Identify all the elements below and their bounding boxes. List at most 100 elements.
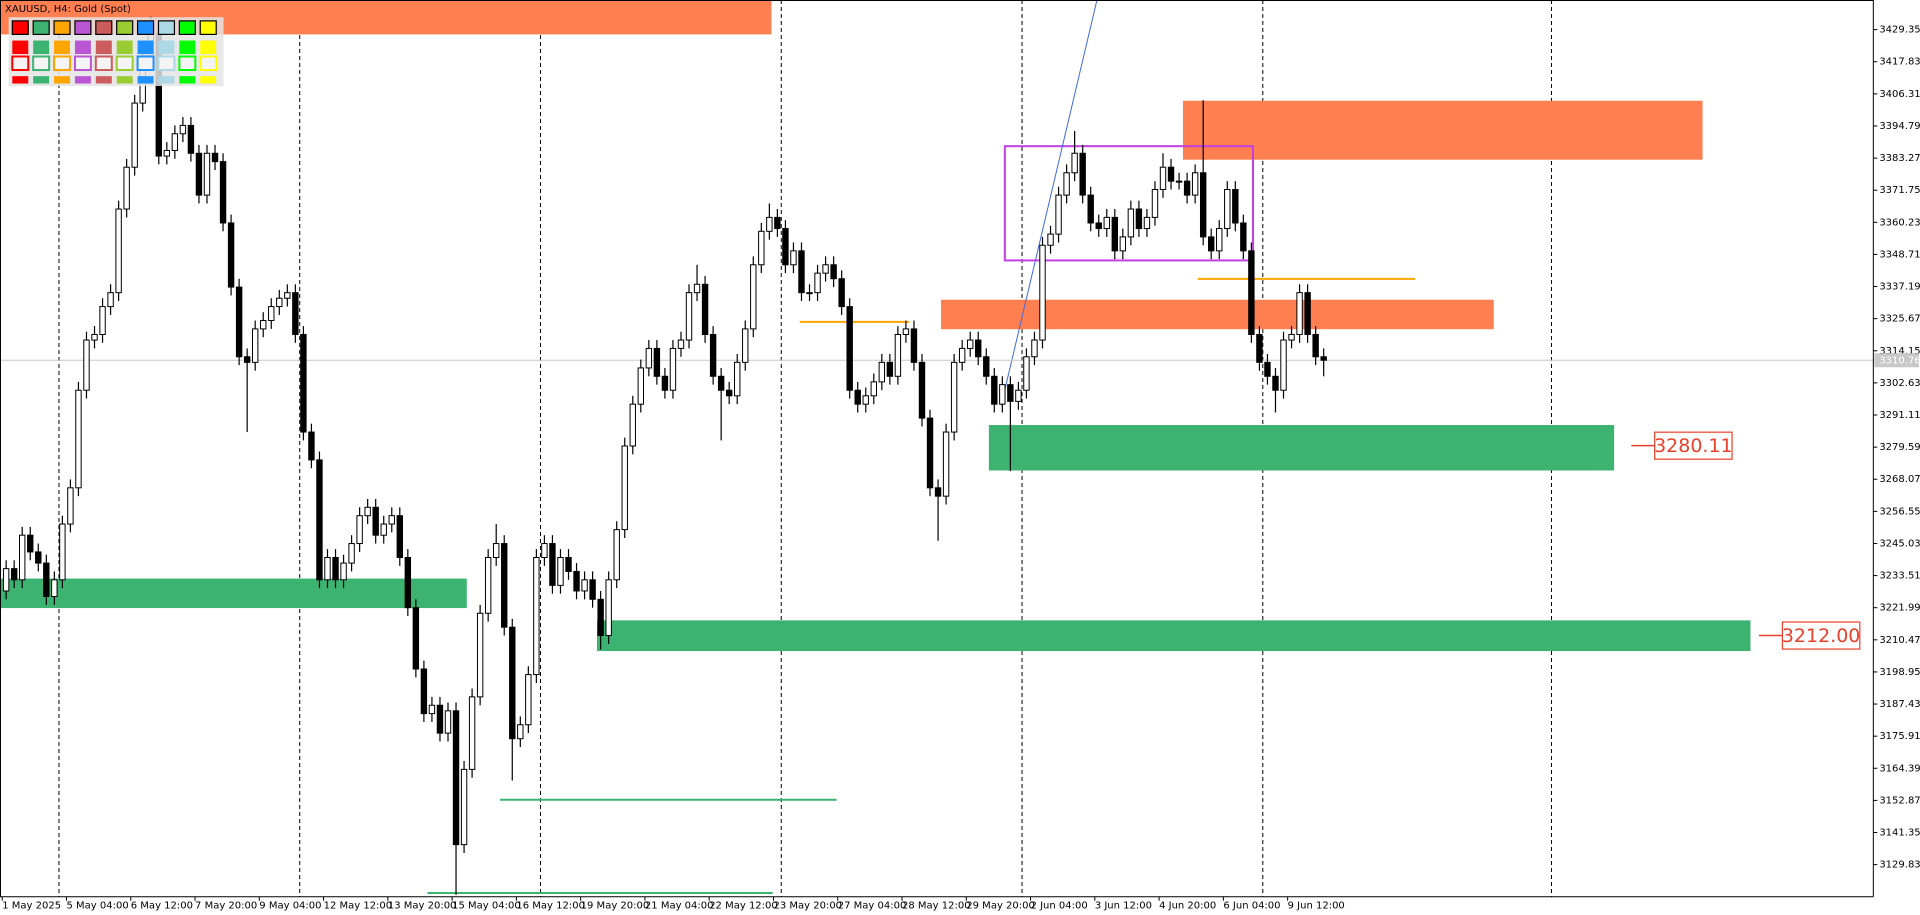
- palette-swatch: [53, 55, 72, 72]
- candle-body: [806, 292, 813, 295]
- palette-swatch: [74, 40, 91, 55]
- candle-body: [1288, 333, 1295, 341]
- y-tick-label: 3337.19: [1879, 282, 1920, 293]
- x-tick-label: 23 May 20:00: [773, 901, 842, 912]
- x-tick-label: 13 May 20:00: [388, 901, 457, 912]
- palette-swatch: [54, 76, 71, 84]
- candle-body: [10, 568, 18, 581]
- y-tick-label: 3245.03: [1879, 538, 1920, 549]
- candle-body: [1248, 250, 1255, 335]
- candle-body: [878, 361, 886, 383]
- candle-body: [436, 704, 444, 734]
- y-tick-label: 3256.55: [1879, 506, 1920, 517]
- trend-line: [1000, 0, 1098, 406]
- candle-body: [991, 375, 998, 405]
- range-box: [1003, 145, 1254, 262]
- candle-body: [709, 333, 717, 377]
- x-tick-label: 12 May 12:00: [324, 901, 393, 912]
- x-tick-label: 15 May 04:00: [452, 901, 521, 912]
- candle-body: [372, 506, 379, 536]
- y-tick-label: 3394.79: [1879, 121, 1920, 132]
- candle-body: [1280, 339, 1287, 391]
- candle-body: [838, 278, 845, 308]
- candle-body: [975, 339, 982, 358]
- candle-body: [227, 222, 235, 288]
- candle-body: [324, 556, 331, 581]
- y-tick-label: 3279.59: [1879, 442, 1920, 453]
- candle-body: [758, 230, 765, 266]
- candle-body: [99, 306, 106, 335]
- x-axis-panel: [0, 896, 1920, 915]
- y-tick-label: 3175.91: [1879, 731, 1920, 742]
- candle-body: [902, 328, 910, 335]
- palette-swatch: [158, 40, 175, 55]
- candle-body: [300, 333, 307, 433]
- palette-swatch: [33, 40, 50, 55]
- candle-body: [1264, 361, 1271, 377]
- candle-body: [886, 361, 894, 377]
- candle-body: [1143, 216, 1151, 230]
- candle-body: [1095, 222, 1102, 230]
- x-tick-label: 19 May 20:00: [581, 901, 650, 912]
- palette-swatch: [115, 55, 134, 72]
- y-tick-label: 3291.11: [1879, 410, 1920, 421]
- chart-title: XAUUSD, H4: Gold (Spot): [5, 4, 131, 15]
- palette-swatch: [136, 55, 155, 72]
- candle-body: [51, 579, 58, 598]
- palette-swatch: [95, 76, 112, 84]
- palette-swatch: [179, 40, 196, 55]
- y-tick-label: 3198.95: [1879, 667, 1920, 678]
- candle-body: [597, 598, 604, 637]
- candle-body: [766, 216, 773, 232]
- candle-body: [115, 208, 122, 294]
- candle-body: [950, 361, 958, 433]
- candle-body: [629, 403, 636, 447]
- x-tick-label: 7 May 20:00: [195, 901, 257, 912]
- candle-body: [364, 506, 371, 517]
- current-price-tag: [1874, 353, 1919, 368]
- candle-body: [2, 568, 10, 592]
- x-tick-label: 9 May 04:00: [259, 901, 321, 912]
- candle-body: [501, 543, 508, 628]
- candle-body: [1304, 292, 1311, 335]
- candle-body: [260, 320, 267, 330]
- candle-body: [1103, 216, 1110, 230]
- y-tick-label: 3141.35: [1879, 828, 1920, 839]
- candle-body: [1079, 152, 1086, 196]
- candle-body: [292, 292, 299, 335]
- candle-body: [613, 529, 620, 581]
- candle-body: [1240, 222, 1247, 252]
- candle-body: [637, 367, 645, 405]
- current-price-tag-label: 3310.76: [1879, 356, 1920, 367]
- candle-body: [1256, 333, 1263, 363]
- y-tick-label: 3429.35: [1879, 25, 1920, 36]
- x-tick-label: 3 Jun 12:00: [1095, 901, 1152, 912]
- candle-body: [493, 543, 500, 558]
- candle-body: [83, 339, 90, 391]
- axis-panel: [1873, 0, 1920, 915]
- x-tick-label: 27 May 04:00: [838, 901, 907, 912]
- candle-body: [1111, 216, 1119, 252]
- palette-swatch: [11, 55, 30, 72]
- y-tick-label: 3325.67: [1879, 314, 1920, 325]
- candle-body: [1175, 180, 1183, 183]
- candle-body: [380, 523, 387, 536]
- candle-body: [131, 102, 138, 168]
- candle-body: [701, 283, 709, 335]
- candle-body: [1039, 244, 1046, 341]
- candle-body: [243, 356, 251, 363]
- zone: [597, 620, 1751, 652]
- candle-body: [476, 612, 484, 698]
- y-tick-label: 3129.83: [1879, 860, 1920, 871]
- candle-body: [782, 228, 789, 266]
- candle-body: [549, 543, 556, 586]
- candle-body: [814, 272, 821, 294]
- candle-body: [734, 361, 741, 397]
- candle-body: [43, 562, 50, 598]
- candle-body: [219, 161, 227, 224]
- candle-body: [685, 292, 693, 341]
- palette-swatch: [95, 40, 112, 55]
- y-tick-label: 3152.87: [1879, 795, 1920, 806]
- candle-body: [1151, 189, 1159, 218]
